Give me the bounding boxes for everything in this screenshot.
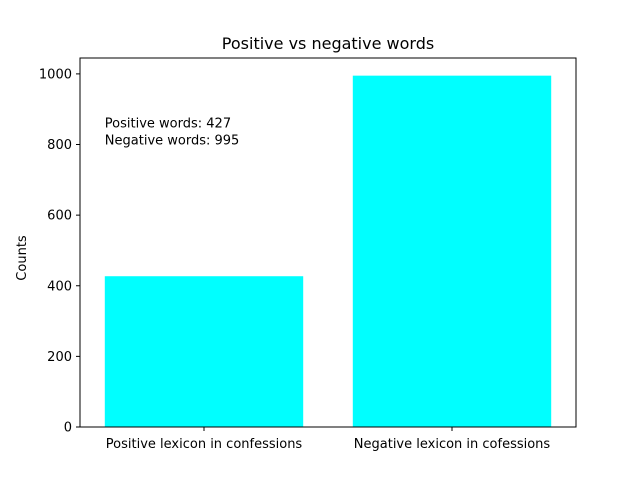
y-axis-label: Counts [15, 235, 30, 281]
plot-frame [79, 57, 577, 428]
y-tick-label-5: 1000 [39, 67, 72, 82]
bars-layer [104, 75, 552, 427]
x-tick-label-0: Positive lexicon in confessions [106, 437, 303, 452]
annotation-layer: Positive words: 427 Negative words: 995 [105, 117, 240, 149]
y-tick-label-3: 600 [47, 209, 72, 224]
annotation-line-1: Negative words: 995 [105, 134, 240, 149]
bar-0 [104, 276, 304, 427]
y-tick-label-0: 0 [64, 421, 72, 436]
y-tick-label-4: 800 [47, 138, 72, 153]
axes-layer: 0 200 400 600 800 1000 Positive lexicon in con… [39, 57, 577, 452]
y-tick-label-2: 400 [47, 279, 72, 294]
bar-1 [352, 75, 552, 427]
chart-title: Positive vs negative words [222, 34, 434, 53]
annotation-line-0: Positive words: 427 [105, 117, 231, 132]
x-tick-label-1: Negative lexicon in cofessions [354, 437, 551, 452]
y-tick-label-1: 200 [47, 350, 72, 365]
